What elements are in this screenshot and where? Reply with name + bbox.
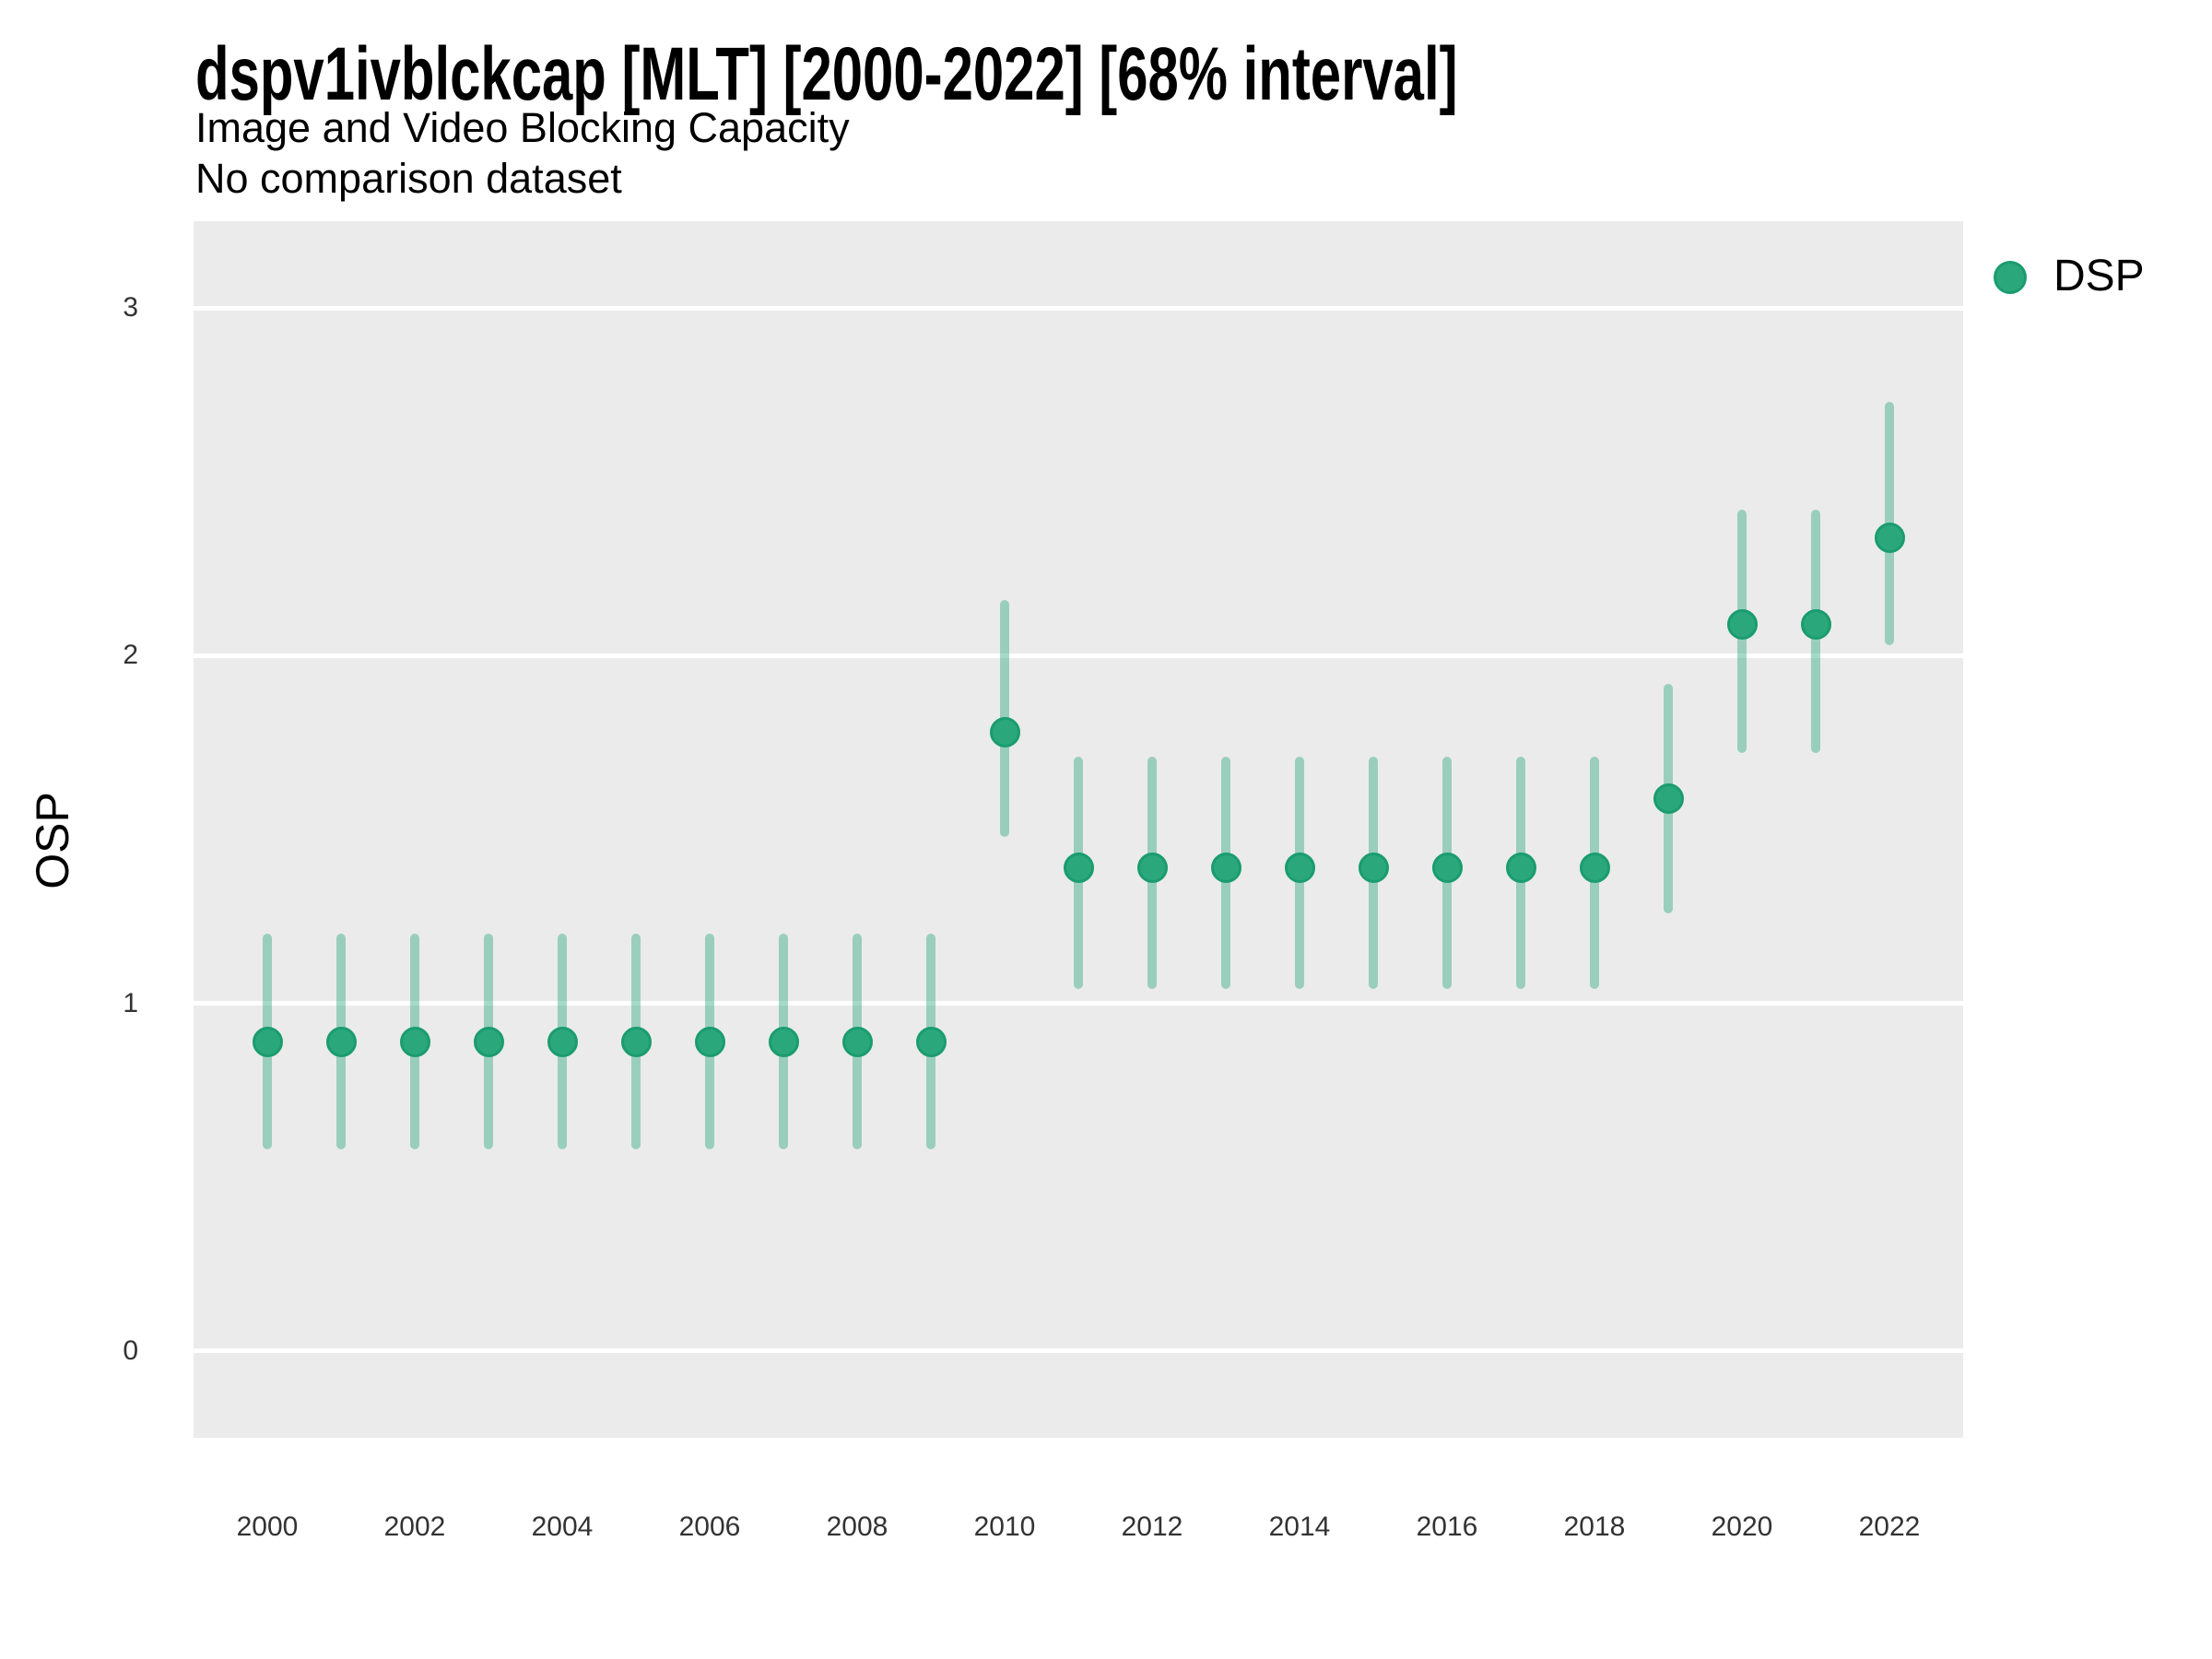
gridline	[194, 1348, 1963, 1354]
data-point-2006	[694, 1026, 725, 1057]
x-tick-label: 2000	[236, 1512, 299, 1542]
data-point-2005	[620, 1026, 652, 1057]
data-point-2012	[1136, 852, 1168, 883]
x-tick-label: 2018	[1563, 1512, 1626, 1542]
x-tick-label: 2016	[1416, 1512, 1478, 1542]
y-tick-label: 1	[123, 987, 138, 1018]
data-point-2020	[1726, 608, 1758, 640]
x-tick-label: 2010	[973, 1512, 1036, 1542]
x-tick-label: 2012	[1121, 1512, 1183, 1542]
x-tick-label: 2008	[826, 1512, 888, 1542]
data-point-2009	[915, 1026, 947, 1057]
x-tick-label: 2006	[678, 1512, 741, 1542]
plot-panel	[194, 221, 1963, 1438]
y-axis-title: OSP	[27, 792, 78, 889]
legend-label: DSP	[2053, 252, 2145, 300]
chart-note: No comparison dataset	[195, 155, 622, 202]
data-point-2018	[1579, 852, 1610, 883]
data-point-2000	[252, 1026, 283, 1057]
data-point-2003	[473, 1026, 504, 1057]
chart-title-text: dspv1ivblckcap [MLT] [2000-2022] [68% in…	[195, 32, 1458, 116]
y-tick-label: 2	[123, 640, 138, 671]
data-point-2015	[1358, 852, 1389, 883]
data-point-2011	[1063, 852, 1094, 883]
gridline	[194, 653, 1963, 658]
x-tick-label: 2004	[531, 1512, 594, 1542]
x-tick-label: 2020	[1711, 1512, 1773, 1542]
x-tick-label: 2014	[1268, 1512, 1331, 1542]
data-point-2017	[1505, 852, 1536, 883]
data-point-2002	[399, 1026, 430, 1057]
data-point-2013	[1210, 852, 1241, 883]
chart-title: dspv1ivblckcap [MLT] [2000-2022] [68% in…	[195, 31, 1924, 118]
data-point-2021	[1800, 608, 1831, 640]
x-tick-label: 2022	[1858, 1512, 1921, 1542]
y-tick-label: 0	[123, 1335, 138, 1366]
legend-circle-icon	[1994, 261, 2027, 294]
data-point-2014	[1284, 852, 1315, 883]
data-point-2016	[1431, 852, 1463, 883]
gridline	[194, 305, 1963, 311]
data-point-2004	[547, 1026, 578, 1057]
gridline	[194, 1001, 1963, 1006]
data-point-2019	[1653, 782, 1684, 814]
data-point-2001	[325, 1026, 357, 1057]
data-point-2007	[768, 1026, 799, 1057]
chart-subtitle: Image and Video Blocking Capacity	[195, 104, 850, 151]
data-point-2022	[1874, 522, 1905, 553]
data-point-2010	[989, 716, 1020, 747]
y-tick-label: 3	[123, 292, 138, 324]
data-point-2008	[841, 1026, 873, 1057]
x-tick-label: 2002	[383, 1512, 446, 1542]
